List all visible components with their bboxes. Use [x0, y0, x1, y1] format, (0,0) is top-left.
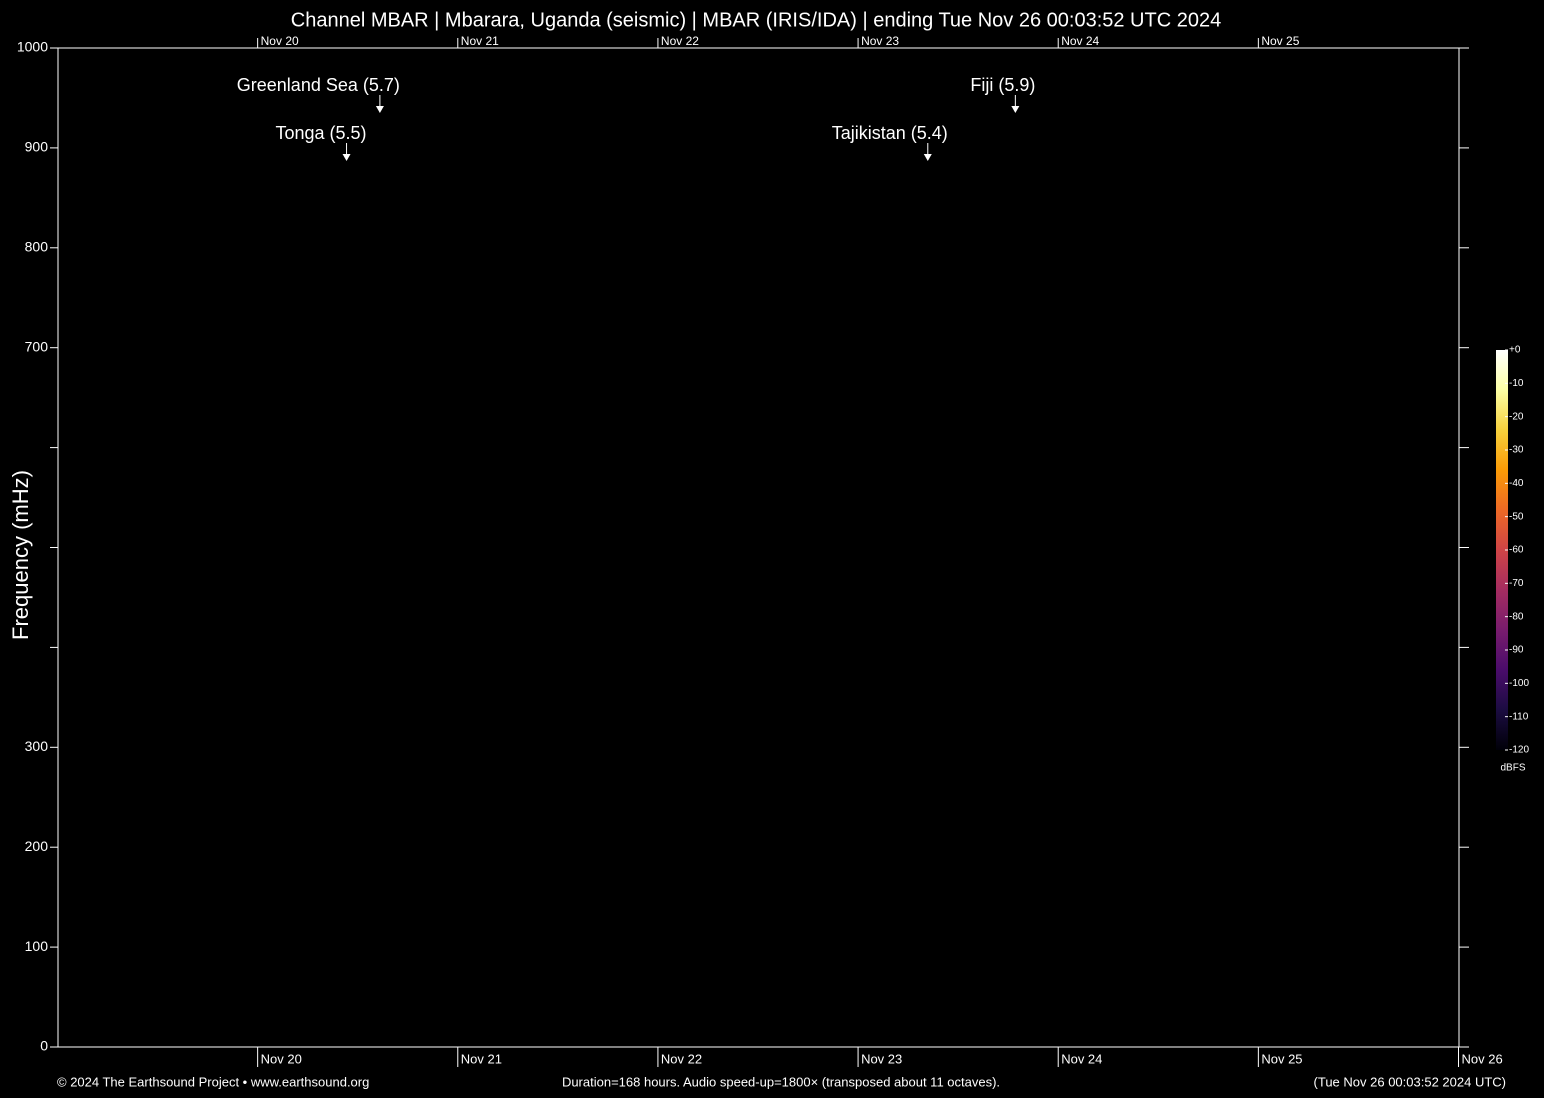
colorbar-tick-label: -40	[1509, 478, 1524, 489]
x-tick-label-top: Nov 24	[1061, 34, 1099, 48]
x-tick-label: Nov 22	[661, 1051, 702, 1066]
y-tick-label: 1000	[17, 39, 48, 55]
event-arrowhead	[342, 154, 351, 161]
colorbar-tick-label: -80	[1509, 611, 1524, 622]
y-tick-label: 0	[40, 1038, 48, 1054]
event-label: Greenland Sea (5.7)	[237, 75, 400, 95]
x-tick-label-top: Nov 21	[461, 34, 499, 48]
colorbar-tick-label: -100	[1509, 678, 1529, 689]
y-axis-label: Frequency (mHz)	[8, 470, 33, 640]
y-tick-label: 300	[25, 738, 49, 754]
chart-title: Channel MBAR | Mbarara, Uganda (seismic)…	[291, 9, 1221, 31]
x-tick-label-top: Nov 25	[1261, 34, 1299, 48]
event-label: Fiji (5.9)	[970, 75, 1035, 95]
footer-left: © 2024 The Earthsound Project • www.eart…	[57, 1074, 369, 1089]
colorbar-label: dBFS	[1500, 763, 1525, 774]
colorbar-tick-label: -110	[1509, 711, 1529, 722]
colorbar-tick-label: -50	[1509, 511, 1524, 522]
colorbar-tick-label: -10	[1509, 378, 1524, 389]
colorbar-tick-label: -70	[1509, 578, 1524, 589]
colorbar-tick-label: -20	[1509, 411, 1524, 422]
colorbar-tick-label: -120	[1509, 745, 1529, 756]
x-tick-label-top: Nov 23	[861, 34, 899, 48]
y-tick-label: 200	[25, 838, 49, 854]
footer-right: (Tue Nov 26 00:03:52 2024 UTC)	[1314, 1074, 1506, 1089]
y-tick-label: 700	[25, 338, 49, 354]
colorbar-tick-label: -60	[1509, 545, 1524, 556]
y-tick-label: 800	[25, 239, 49, 255]
x-tick-label: Nov 20	[261, 1051, 302, 1066]
y-tick-label: 100	[25, 938, 49, 954]
colorbar-tick-label: -90	[1509, 645, 1524, 656]
x-tick-label: Nov 26	[1461, 1051, 1502, 1066]
event-arrowhead	[1011, 106, 1020, 113]
x-tick-label: Nov 24	[1061, 1051, 1102, 1066]
colorbar-tick-label: -30	[1509, 445, 1524, 456]
x-tick-label-top: Nov 22	[661, 34, 699, 48]
footer-center: Duration=168 hours. Audio speed-up=1800×…	[562, 1074, 1000, 1089]
x-tick-label: Nov 23	[861, 1051, 902, 1066]
event-arrowhead	[923, 154, 932, 161]
x-tick-label: Nov 25	[1261, 1051, 1302, 1066]
x-tick-label-top: Nov 20	[261, 34, 299, 48]
colorbar-tick-label: +0	[1509, 345, 1521, 356]
x-tick-label: Nov 21	[461, 1051, 502, 1066]
event-label: Tonga (5.5)	[275, 123, 366, 143]
event-arrowhead	[375, 106, 384, 113]
event-label: Tajikistan (5.4)	[832, 123, 948, 143]
y-tick-label: 900	[25, 139, 49, 155]
